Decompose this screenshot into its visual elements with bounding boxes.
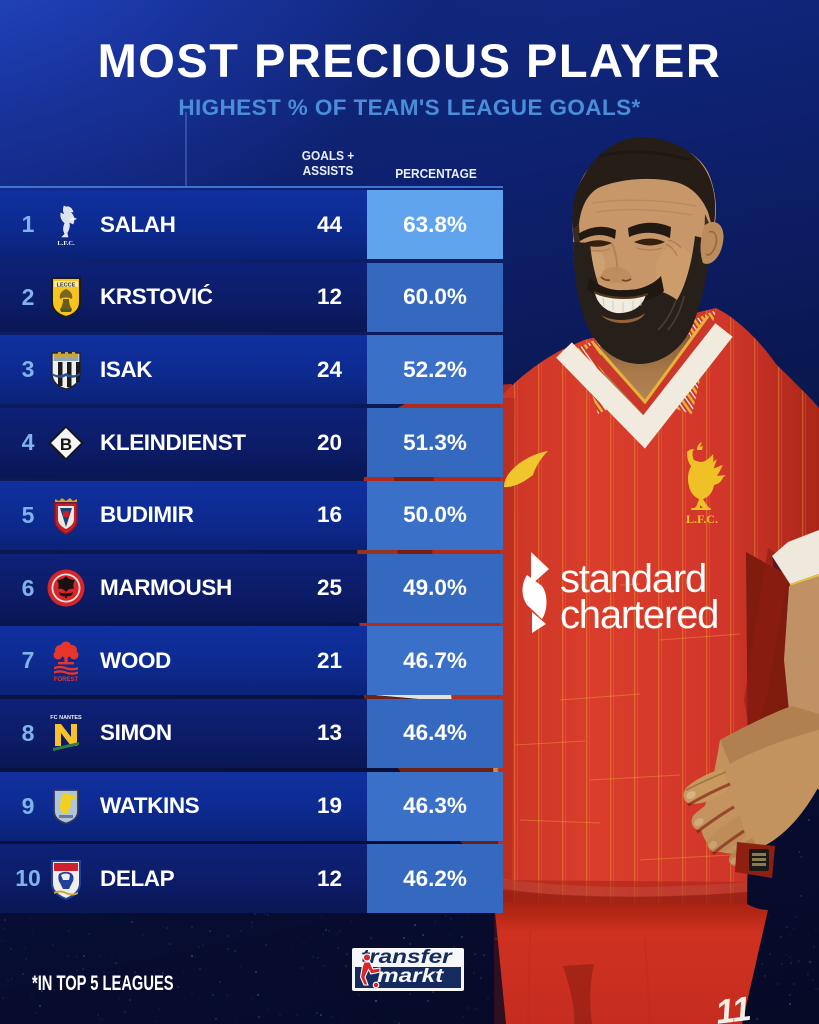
svg-text:11: 11 (714, 990, 754, 1024)
svg-text:standard: standard (560, 557, 706, 601)
svg-text:L.F.C.: L.F.C. (57, 240, 75, 247)
svg-text:LECCE: LECCE (57, 283, 76, 289)
svg-text:FC NANTES: FC NANTES (50, 715, 82, 721)
svg-text:FOREST: FOREST (54, 677, 79, 682)
svg-text:L.F.C.: L.F.C. (686, 512, 718, 526)
svg-text:chartered: chartered (560, 593, 718, 637)
svg-text:B: B (60, 435, 72, 454)
